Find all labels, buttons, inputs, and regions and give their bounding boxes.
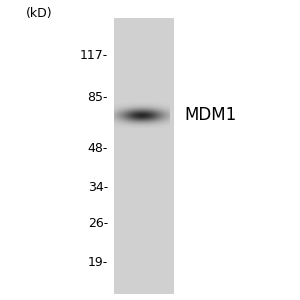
Text: 19-: 19- [88,256,108,269]
Text: 48-: 48- [88,142,108,155]
Text: MDM1: MDM1 [184,106,237,124]
Text: 85-: 85- [88,91,108,104]
Text: 117-: 117- [80,49,108,62]
Text: 26-: 26- [88,217,108,230]
Text: 34-: 34- [88,181,108,194]
Text: (kD): (kD) [26,7,52,20]
FancyBboxPatch shape [114,18,174,294]
